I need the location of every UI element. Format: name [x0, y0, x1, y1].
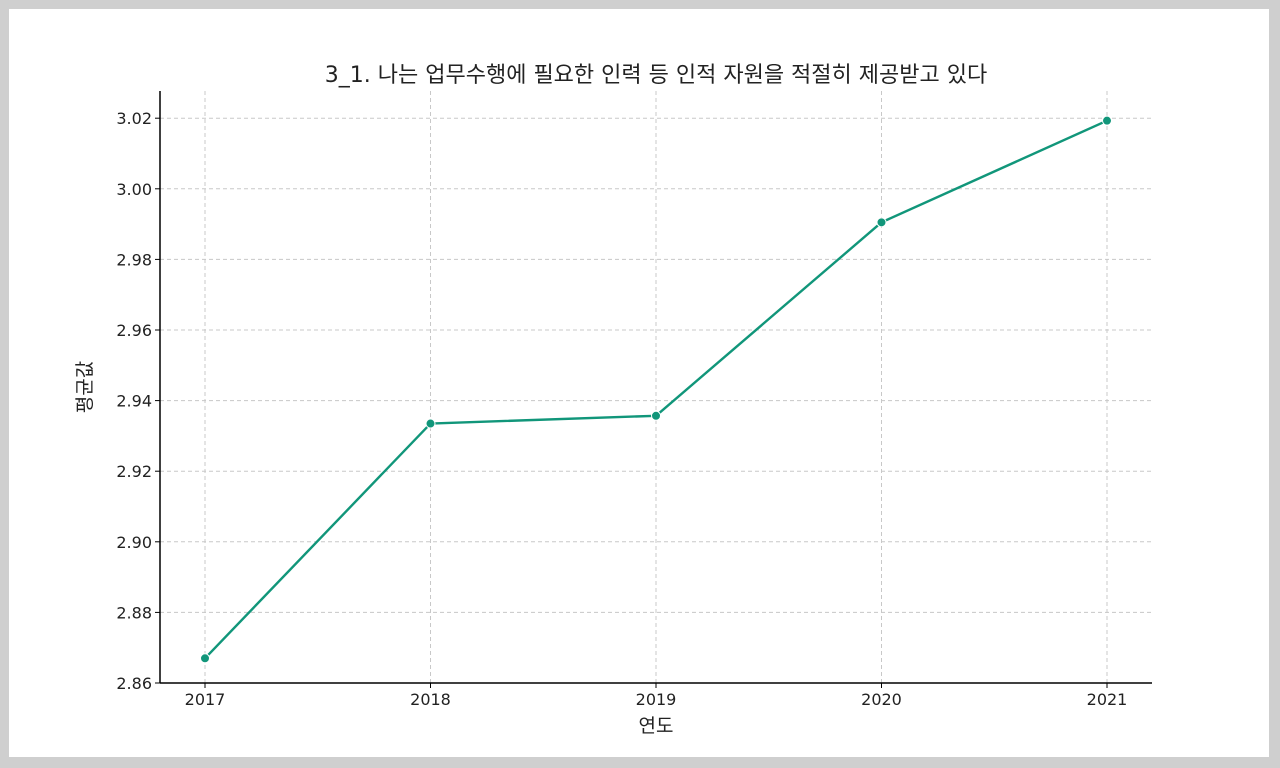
- data-point: [425, 418, 436, 429]
- x-tick-label: 2020: [861, 690, 902, 709]
- y-tick-label: 2.88: [116, 603, 152, 622]
- chart-title: 3_1. 나는 업무수행에 필요한 인력 등 인적 자원을 적절히 제공받고 있…: [325, 63, 987, 88]
- y-tick-label: 3.02: [116, 109, 152, 128]
- grid-lines: [160, 91, 1152, 684]
- y-tick-label: 2.94: [116, 392, 152, 411]
- x-axis-title: 연도: [639, 715, 674, 737]
- series-layer: [200, 115, 1112, 664]
- labels: 3_1. 나는 업무수행에 필요한 인력 등 인적 자원을 적절히 제공받고 있…: [74, 63, 987, 737]
- data-point: [1102, 115, 1112, 126]
- y-tick-label: 2.92: [116, 462, 152, 481]
- x-tick-label: 2018: [410, 690, 451, 709]
- y-tick-label: 2.90: [116, 533, 152, 552]
- data-point: [200, 653, 210, 664]
- y-tick-label: 2.98: [116, 250, 152, 269]
- y-tick-label: 2.96: [116, 321, 152, 340]
- line-chart: 2.86 2.88 2.90 2.92 2.94 2.96 2.98 3.00 3.02 2017…: [74, 63, 1152, 737]
- data-point: [651, 410, 661, 421]
- x-tick-label: 2021: [1087, 690, 1128, 709]
- chart-frame: 2.86 2.88 2.90 2.92 2.94 2.96 2.98 3.00 3.02 2017…: [9, 9, 1269, 757]
- y-axis-title: 평균값: [74, 361, 96, 413]
- x-tick-label: 2019: [636, 690, 677, 709]
- y-tick-label: 3.00: [116, 180, 152, 199]
- y-tick-label: 2.86: [116, 674, 152, 693]
- axes: 2.86 2.88 2.90 2.92 2.94 2.96 2.98 3.00 3.02 2017…: [116, 91, 1152, 709]
- x-tick-label: 2017: [185, 690, 226, 709]
- data-point: [876, 217, 887, 228]
